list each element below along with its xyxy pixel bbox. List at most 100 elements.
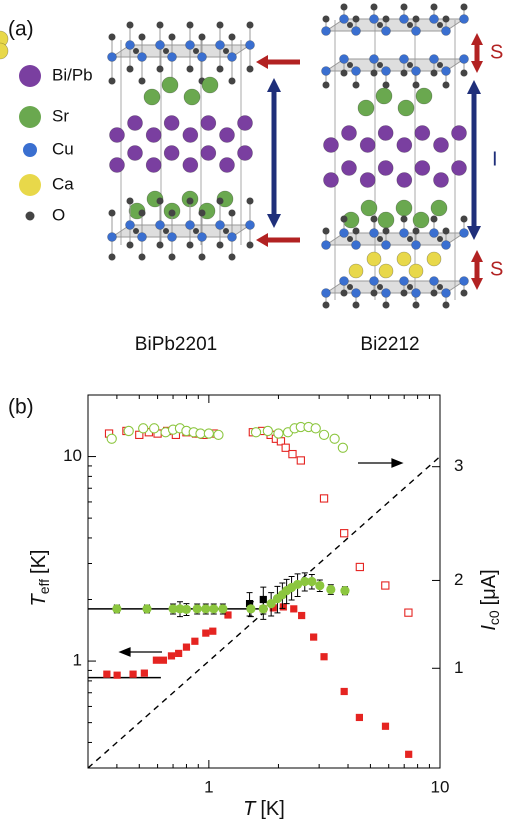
atom	[199, 34, 206, 41]
atom	[413, 302, 420, 309]
atom	[371, 290, 378, 297]
atom	[430, 229, 439, 238]
data-point	[356, 563, 363, 570]
atom	[217, 198, 224, 205]
atom	[437, 284, 443, 290]
atom	[430, 55, 439, 64]
atom	[382, 67, 391, 76]
panel-b-arrows	[120, 459, 402, 656]
atom	[229, 34, 236, 41]
atom	[412, 27, 421, 36]
atom	[340, 229, 349, 238]
atom	[407, 284, 413, 290]
atom	[341, 70, 348, 77]
atom	[461, 70, 468, 77]
atom	[128, 116, 143, 131]
legend-label: Bi/Pb	[52, 65, 93, 84]
data-point	[307, 577, 316, 586]
atom	[412, 67, 421, 76]
atom	[168, 233, 177, 242]
atom	[126, 41, 135, 50]
atom	[128, 146, 143, 161]
legend-swatch	[23, 143, 37, 157]
atom	[198, 233, 207, 242]
atom	[396, 200, 412, 216]
atom	[353, 228, 360, 235]
data-point	[274, 429, 283, 438]
data-point	[290, 605, 297, 612]
x-axis-unit: [K]	[260, 798, 284, 820]
atom	[400, 277, 409, 286]
atom	[443, 16, 450, 23]
atom	[156, 221, 165, 230]
atom	[217, 66, 224, 73]
atom	[361, 200, 377, 216]
atom	[409, 264, 423, 278]
y-axis-subscript: eff	[36, 579, 52, 594]
atom	[162, 77, 178, 93]
x-axis-symbol: T	[243, 798, 257, 820]
data-point	[356, 714, 363, 721]
insulator-label: I	[492, 148, 498, 170]
atom	[220, 128, 235, 143]
atom	[229, 210, 236, 217]
atom	[156, 41, 165, 50]
atom	[370, 229, 379, 238]
data-point	[263, 426, 272, 435]
atom	[220, 158, 235, 173]
atom	[382, 27, 391, 36]
atom	[127, 242, 134, 249]
atom	[246, 221, 255, 230]
x-tick-label: 1	[204, 777, 213, 796]
data-point	[139, 424, 148, 433]
atom	[138, 233, 147, 242]
atom	[358, 100, 374, 116]
atom	[407, 62, 413, 68]
atom	[383, 228, 390, 235]
atom	[109, 34, 116, 41]
data-point	[168, 652, 175, 659]
data-point	[298, 612, 305, 619]
atom	[127, 66, 134, 73]
atom	[146, 158, 161, 173]
atom	[228, 233, 237, 242]
structure-label: Bi2212	[360, 334, 419, 355]
atom	[377, 236, 383, 242]
legend-swatch	[19, 106, 41, 128]
atom	[401, 216, 408, 223]
atom	[370, 277, 379, 286]
data-point	[175, 650, 182, 657]
atom	[367, 252, 381, 266]
atom	[431, 4, 438, 11]
legend-swatch	[19, 65, 41, 87]
data-point	[280, 603, 287, 610]
atom	[415, 126, 430, 141]
atom	[110, 128, 125, 143]
atom	[352, 289, 361, 298]
data-point	[153, 657, 160, 664]
atom	[193, 228, 199, 234]
atom	[187, 242, 194, 249]
atom	[461, 290, 468, 297]
atom	[397, 252, 411, 266]
data-point	[209, 604, 218, 613]
atom	[415, 161, 430, 176]
legend-label: Sr	[52, 106, 69, 125]
atom	[169, 254, 176, 261]
data-point	[112, 604, 121, 613]
atom	[138, 53, 147, 62]
atom	[157, 22, 164, 29]
data-point	[191, 638, 198, 645]
data-point	[141, 670, 148, 677]
atom	[430, 277, 439, 286]
atom	[434, 173, 449, 188]
atom	[146, 128, 161, 143]
data-point	[289, 451, 296, 458]
atom	[186, 41, 195, 50]
structure-label: BiPb2201	[135, 334, 217, 355]
atom	[452, 126, 467, 141]
atom	[382, 241, 391, 250]
atom	[323, 82, 330, 89]
atom	[157, 242, 164, 249]
atom	[322, 67, 331, 76]
